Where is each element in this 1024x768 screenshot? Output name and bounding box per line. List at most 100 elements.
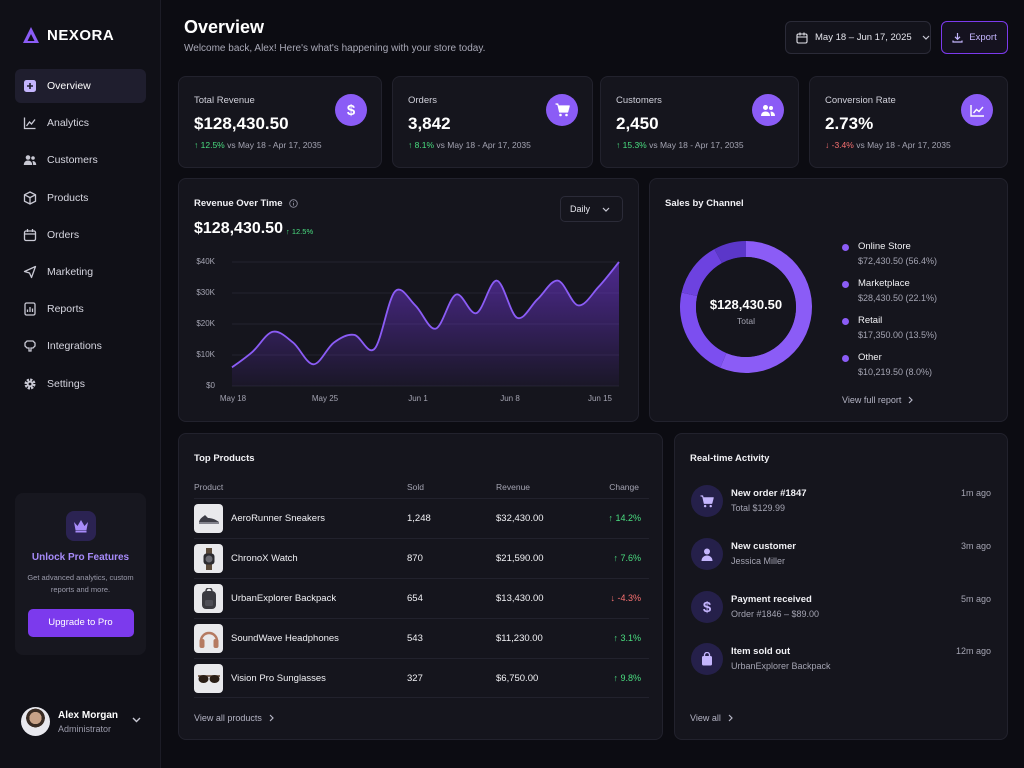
donut-slice-other[interactable] [714, 241, 746, 264]
orders-icon [23, 228, 37, 241]
sidebar-item-reports[interactable]: Reports [15, 292, 146, 326]
activity-title: Payment received [731, 594, 812, 605]
x-tick-label: May 18 [219, 394, 247, 403]
upgrade-button[interactable]: Upgrade to Pro [27, 609, 134, 637]
sidebar-item-marketing[interactable]: Marketing [15, 255, 146, 289]
column-header-revenue[interactable]: Revenue [496, 482, 531, 492]
legend-name: Marketplace [858, 278, 910, 289]
marketing-icon [23, 265, 37, 279]
column-header-sold[interactable]: Sold [407, 482, 425, 492]
product-change-value: -4.3% [617, 593, 641, 603]
activity-detail: Order #1846 – $89.00 [731, 609, 820, 619]
user-profile[interactable]: Alex Morgan Administrator [21, 707, 146, 736]
backpack-icon [194, 584, 223, 613]
arrow-up-icon: ↑ [613, 633, 618, 643]
legend-dot [842, 281, 849, 288]
sneaker-icon [194, 504, 223, 533]
products-icon [23, 190, 37, 205]
column-header-product[interactable]: Product [194, 482, 224, 492]
chevron-down-icon[interactable] [132, 717, 141, 723]
revenue-area-fill [232, 262, 619, 386]
arrow-up-icon: ↑ [613, 553, 618, 563]
donut-hole [696, 257, 796, 357]
bag-icon [691, 643, 723, 675]
kpi-delta: ↑ 8.1% vs May 18 - Apr 17, 2035 [408, 140, 531, 150]
table-row[interactable]: ChronoX Watch 870 $21,590.00 ↑ 7.6% [194, 538, 649, 578]
revenue-value: $128,430.50 [194, 220, 283, 237]
column-header-change[interactable]: Change [609, 482, 639, 492]
table-row[interactable]: Vision Pro Sunglasses 327 $6,750.00 ↑ 9.… [194, 658, 649, 698]
info-icon[interactable] [288, 199, 298, 208]
table-row[interactable]: SoundWave Headphones 543 $11,230.00 ↑ 3.… [194, 618, 649, 658]
sidebar-item-products[interactable]: Products [15, 181, 146, 215]
chevron-down-icon [602, 207, 610, 212]
sidebar-item-label: Integrations [47, 340, 102, 353]
donut-slice-marketplace[interactable] [680, 292, 727, 368]
sidebar-item-label: Overview [47, 80, 91, 92]
sidebar-item-analytics[interactable]: Analytics [15, 106, 146, 140]
user-role: Administrator [58, 723, 112, 734]
revenue-line [231, 261, 620, 369]
kpi-change: 12.5% [200, 140, 225, 150]
chevron-down-icon [922, 35, 930, 40]
kpi-label: Total Revenue [194, 95, 255, 106]
sidebar-item-label: Settings [47, 377, 85, 390]
sidebar-item-label: Marketing [47, 265, 94, 278]
activity-title: Real-time Activity [690, 453, 770, 464]
sidebar-item-overview[interactable]: Overview [15, 69, 146, 103]
page-title: Overview [184, 17, 265, 37]
kpi-label: Orders [408, 95, 438, 106]
export-button[interactable]: Export [941, 21, 1008, 54]
product-change-value: 14.2% [615, 513, 641, 523]
kpi-value: 3,842 [408, 114, 451, 133]
sidebar-item-orders[interactable]: Orders [15, 218, 146, 252]
view-all-activity-label: View all [690, 713, 721, 723]
watch-icon [194, 544, 223, 573]
view-all-products-link[interactable]: View all products [194, 713, 274, 723]
sidebar-item-integrations[interactable]: Integrations [15, 329, 146, 363]
cart-icon [691, 485, 723, 517]
legend-item-online-store: Online Store $72,430.50 (56.4%) [842, 241, 937, 266]
product-change: ↓ -4.3% [610, 593, 641, 603]
period-select[interactable]: Daily [560, 196, 623, 222]
dollar-icon: $ [335, 94, 367, 126]
date-range-label: May 18 – Jun 17, 2025 [815, 32, 912, 43]
y-tick-label: $20K [196, 319, 215, 328]
analytics-icon [23, 117, 36, 130]
product-change: ↑ 3.1% [613, 633, 641, 643]
headphones-icon [194, 624, 223, 653]
logo[interactable]: NEXORA [22, 26, 114, 44]
activity-time: 12m ago [955, 646, 991, 656]
arrow-up-icon: ↑ [408, 140, 413, 150]
sidebar-item-settings[interactable]: Settings [15, 367, 146, 401]
legend-item-retail: Retail $17,350.00 (13.5%) [842, 315, 937, 340]
avatar [21, 707, 50, 736]
arrow-up-icon: ↑ [608, 513, 613, 523]
kpi-card-conversion: Conversion Rate 2.73% ↓ -3.4% vs May 18 … [809, 76, 1008, 168]
sidebar-item-customers[interactable]: Customers [15, 143, 146, 177]
product-name: ChronoX Watch [231, 553, 298, 564]
sidebar-item-label: Analytics [47, 117, 90, 130]
kpi-label: Customers [616, 95, 662, 106]
table-row[interactable]: AeroRunner Sneakers 1,248 $32,430.00 ↑ 1… [194, 498, 649, 538]
view-all-activity-link[interactable]: View all [690, 713, 733, 723]
view-full-report-link[interactable]: View full report [842, 395, 914, 405]
activity-title: Item sold out [731, 646, 791, 657]
product-sold: 1,248 [407, 513, 431, 524]
view-full-report-label: View full report [842, 395, 902, 405]
legend-name: Retail [858, 315, 883, 326]
app-name: NEXORA [47, 26, 115, 44]
user-name: Alex Morgan [58, 709, 119, 721]
donut-slice-retail[interactable] [681, 249, 723, 296]
product-revenue: $6,750.00 [496, 673, 539, 684]
view-all-products-label: View all products [194, 713, 262, 723]
donut-slice-online-store[interactable] [720, 241, 812, 373]
x-tick-label: May 25 [311, 394, 339, 403]
kpi-delta: ↑ 15.3% vs May 18 - Apr 17, 2035 [616, 140, 744, 150]
calendar-icon [796, 32, 808, 44]
date-range-picker[interactable]: May 18 – Jun 17, 2025 [785, 21, 931, 54]
kpi-card-customers: Customers 2,450 ↑ 15.3% vs May 18 - Apr … [600, 76, 799, 168]
kpi-label: Conversion Rate [825, 95, 896, 106]
table-row[interactable]: UrbanExplorer Backpack 654 $13,430.00 ↓ … [194, 578, 649, 618]
activity-time: 1m ago [960, 488, 991, 498]
